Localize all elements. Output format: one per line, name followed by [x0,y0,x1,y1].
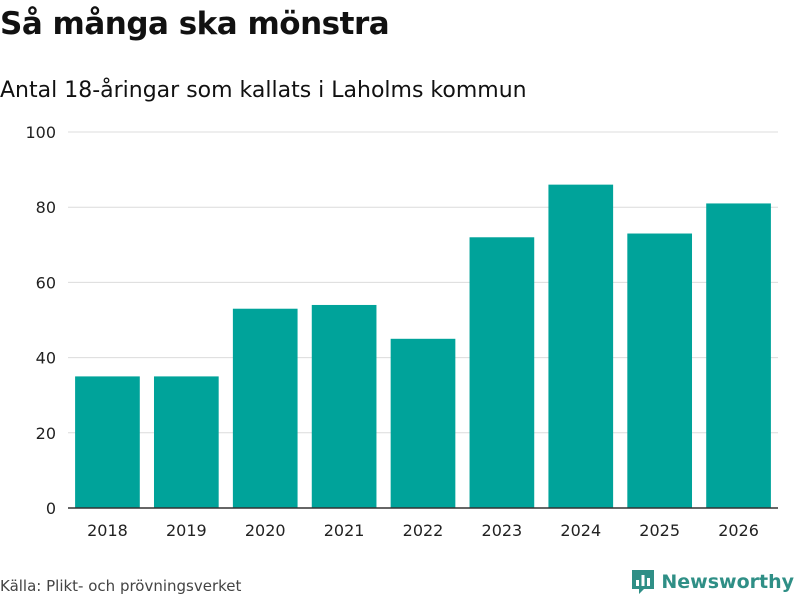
y-tick-label: 100 [25,123,56,142]
chart-title: Så många ska mönstra [0,6,390,42]
x-tick-label: 2026 [718,521,759,540]
x-tick-label: 2023 [482,521,523,540]
bar [548,184,614,508]
bar [153,376,219,508]
bar [75,376,140,508]
bar-chart: 0 20 40 60 80 100 2018 2019 2020 2021 2022 2023 2024… [25,123,778,540]
brand-logo: Newsworthy [631,569,794,595]
y-tick-label: 40 [36,349,56,368]
x-tick-label: 2020 [245,521,286,540]
bar [390,338,456,508]
bar [706,203,771,508]
bar [311,304,377,508]
y-tick-label: 60 [36,273,56,292]
x-tick-label: 2018 [87,521,128,540]
x-tick-label: 2024 [560,521,601,540]
x-tick-label: 2021 [324,521,365,540]
y-tick-label: 80 [36,198,56,217]
bar [627,233,693,508]
y-tick-label: 20 [36,424,56,443]
chart-subtitle: Antal 18-åringar som kallats i Laholms k… [0,78,527,103]
brand-name: Newsworthy [661,571,794,593]
bar [469,237,535,508]
y-tick-label: 0 [46,499,56,518]
x-tick-label: 2025 [639,521,680,540]
bar [232,308,298,508]
x-tick-label: 2019 [166,521,207,540]
source-note: Källa: Plikt- och prövningsverket [0,577,242,595]
bar-chart-logo-icon [632,570,655,594]
x-tick-label: 2022 [403,521,444,540]
